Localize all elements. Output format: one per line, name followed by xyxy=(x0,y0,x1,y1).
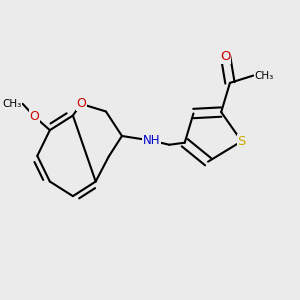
Text: NH: NH xyxy=(143,134,160,147)
Text: S: S xyxy=(237,135,246,148)
Text: O: O xyxy=(220,50,231,63)
Text: CH₃: CH₃ xyxy=(255,70,274,81)
Text: O: O xyxy=(76,98,86,110)
Text: O: O xyxy=(29,110,39,123)
Text: CH₃: CH₃ xyxy=(2,99,21,109)
